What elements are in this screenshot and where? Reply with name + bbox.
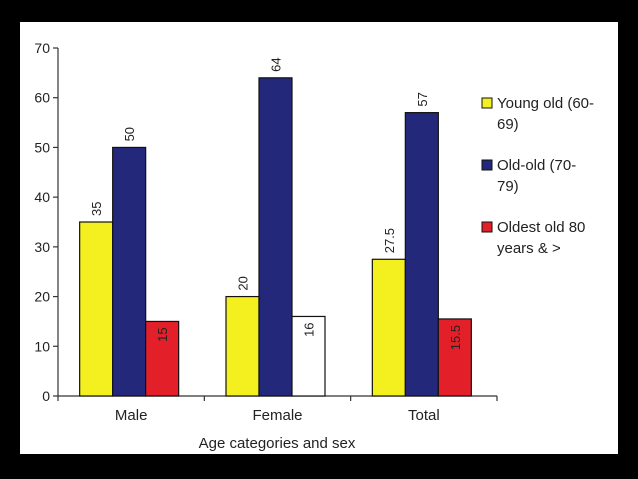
value-label-male-series-3: 15 bbox=[155, 327, 170, 341]
slide: 0 10 20 30 40 50 60 70 35 50 15 Male 20 64 16 Female 27.… bbox=[20, 22, 618, 454]
y-tick-label-30: 30 bbox=[34, 239, 50, 255]
y-tick-label-20: 20 bbox=[34, 289, 50, 305]
legend-label-1-line-1: Young old (60- bbox=[497, 95, 594, 112]
legend-label-2-line-1: Old-old (70- bbox=[497, 157, 576, 174]
x-tick-label-total: Total bbox=[408, 407, 440, 424]
value-label-female-series-1: 20 bbox=[236, 276, 251, 290]
y-tick-label-70: 70 bbox=[34, 40, 50, 56]
bar-female-series-1 bbox=[225, 295, 260, 397]
bar-total-series-1 bbox=[371, 258, 406, 397]
legend-swatch-2 bbox=[481, 159, 493, 171]
legend-swatch-3 bbox=[481, 221, 493, 233]
legend-label-3-line-1: Oldest old 80 bbox=[497, 219, 585, 236]
bar-male-series-2 bbox=[112, 146, 147, 397]
y-tick-label-50: 50 bbox=[34, 139, 50, 155]
value-label-total-series-1: 27.5 bbox=[382, 228, 397, 253]
bar-female-series-3 bbox=[291, 315, 326, 397]
value-label-male-series-2: 50 bbox=[122, 127, 137, 141]
y-tick-label-60: 60 bbox=[34, 90, 50, 106]
y-tick-label-10: 10 bbox=[34, 338, 50, 354]
x-tick-label-male: Male bbox=[115, 407, 148, 424]
bar-total-series-2 bbox=[404, 112, 439, 397]
bar-chart: 0 10 20 30 40 50 60 70 35 50 15 Male 20 64 16 Female 27.… bbox=[34, 40, 594, 452]
legend-label-3-line-2: years & > bbox=[497, 240, 561, 257]
value-label-female-series-2: 64 bbox=[269, 57, 284, 71]
bar-total-series-3 bbox=[437, 318, 472, 397]
y-tick-label-0: 0 bbox=[42, 388, 50, 404]
legend-label-2-line-2: 79) bbox=[497, 178, 519, 195]
value-label-total-series-3: 15.5 bbox=[448, 325, 463, 350]
value-label-female-series-3: 16 bbox=[302, 322, 317, 336]
bar-male-series-1 bbox=[79, 221, 114, 397]
legend-swatch-1 bbox=[481, 97, 493, 109]
bar-male-series-3 bbox=[145, 320, 180, 397]
y-tick-label-40: 40 bbox=[34, 189, 50, 205]
value-label-male-series-1: 35 bbox=[89, 202, 104, 216]
value-label-total-series-2: 57 bbox=[415, 92, 430, 106]
legend-label-1-line-2: 69) bbox=[497, 116, 519, 133]
x-tick-label-female: Female bbox=[252, 407, 302, 424]
x-axis-title: Age categories and sex bbox=[199, 435, 356, 452]
bar-female-series-2 bbox=[258, 77, 293, 397]
